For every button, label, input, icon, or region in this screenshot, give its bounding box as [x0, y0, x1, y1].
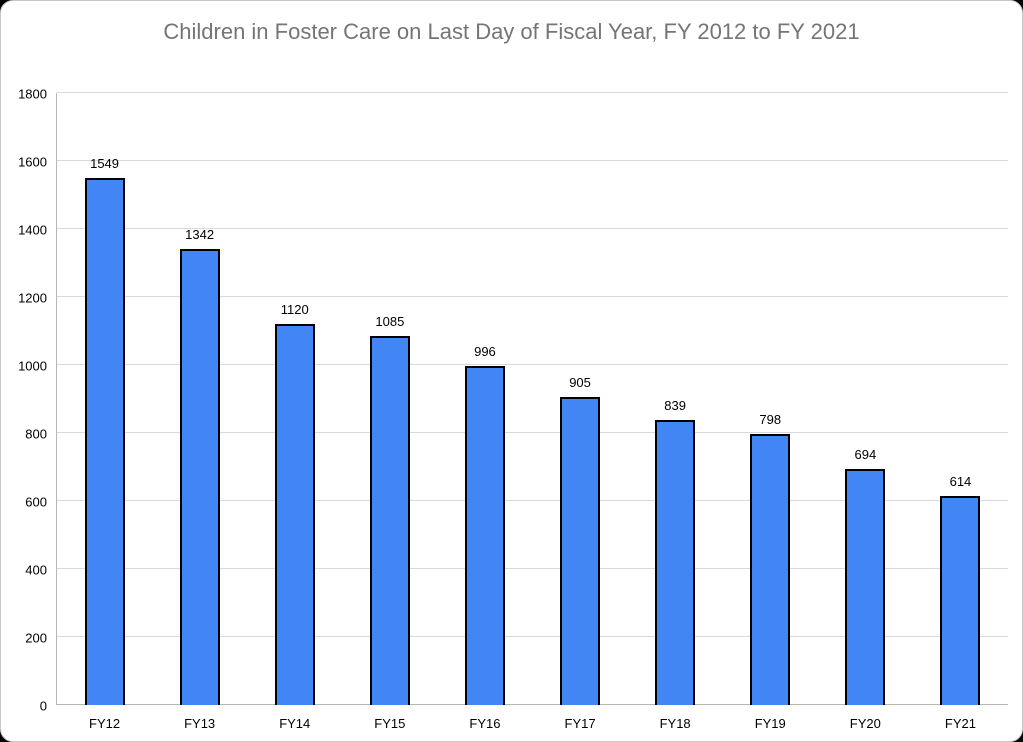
- bar-fy17: [560, 397, 601, 705]
- gridline: [57, 296, 1008, 297]
- bar-group-fy20: 694 FY20: [818, 93, 913, 731]
- bar-fy14: [274, 324, 315, 705]
- bar-fy13: [179, 248, 220, 705]
- bar-group-fy18: 839 FY18: [628, 93, 723, 731]
- gridline: [57, 364, 1008, 365]
- bar-group-fy13: 1342 FY13: [152, 93, 247, 731]
- bar-fy19: [750, 433, 791, 705]
- value-label-fy21: 614: [949, 474, 972, 490]
- x-axis-tick-label-fy17: FY17: [564, 716, 596, 731]
- bar-fy15: [369, 336, 410, 705]
- x-axis-tick-label-fy14: FY14: [279, 716, 311, 731]
- value-label-fy13: 1342: [185, 226, 215, 242]
- y-axis-tick-label: 1000: [18, 358, 47, 373]
- bar-fy12: [84, 178, 125, 705]
- bar-fy18: [655, 419, 696, 705]
- x-axis-tick-label-fy12: FY12: [89, 716, 121, 731]
- value-label-fy19: 798: [759, 411, 782, 427]
- y-axis-tick-label: 1400: [18, 222, 47, 237]
- value-label-fy18: 839: [664, 397, 686, 413]
- x-axis-line: [57, 704, 1008, 705]
- gridline: [57, 160, 1008, 162]
- bar-group-fy14: 1120 FY14: [247, 93, 342, 731]
- y-axis-tick-label: 200: [25, 630, 47, 646]
- value-label-fy14: 1120: [280, 302, 309, 318]
- bar-group-fy16: 996 FY16: [437, 93, 532, 731]
- x-axis-tick-label-fy16: FY16: [469, 716, 501, 731]
- value-label-fy16: 996: [474, 344, 496, 360]
- bar-group-fy19: 798 FY19: [723, 93, 818, 731]
- x-axis-tick-label-fy21: FY21: [944, 716, 976, 731]
- bar-fy21: [940, 496, 981, 705]
- gridline: [57, 568, 1008, 570]
- x-axis-tick-label-fy18: FY18: [659, 716, 691, 731]
- y-axis-tick-label: 800: [25, 426, 47, 442]
- bar-group-fy21: 614 FY21: [913, 93, 1008, 731]
- y-axis-tick-label: 600: [25, 494, 47, 510]
- value-label-fy15: 1085: [375, 314, 405, 330]
- bar-group-fy15: 1085 FY15: [342, 93, 437, 731]
- x-axis-tick-label-fy13: FY13: [184, 716, 216, 731]
- y-axis-tick-label: 1600: [18, 154, 47, 170]
- x-axis-tick-label-fy19: FY19: [754, 716, 786, 731]
- x-axis-tick-label-fy20: FY20: [849, 716, 881, 731]
- gridline: [57, 228, 1008, 229]
- gridline: [57, 432, 1008, 434]
- bar-group-fy12: 1549 FY12: [57, 93, 152, 731]
- y-axis-tick-label: 1200: [18, 290, 47, 306]
- bar-group-fy17: 905 FY17: [533, 93, 628, 731]
- value-label-fy17: 905: [569, 375, 591, 391]
- gridline: [57, 92, 1008, 93]
- y-axis-tick-label: 1800: [18, 86, 47, 101]
- x-axis-tick-label-fy15: FY15: [374, 716, 406, 731]
- plot-area: 0 200 400 600 800 1000 1200 1400 1600 1800 1549 FY1…: [18, 87, 1008, 731]
- value-label-fy20: 694: [854, 447, 877, 463]
- gridline: [57, 636, 1008, 638]
- chart-title: Children in Foster Care on Last Day of F…: [163, 19, 860, 44]
- value-label-fy12: 1549: [90, 156, 120, 172]
- bar-fy16: [464, 366, 505, 705]
- gridline: [57, 500, 1008, 501]
- y-axis-tick-label: 400: [25, 562, 47, 578]
- bar-fy20: [845, 469, 886, 705]
- y-axis-tick-label: 0: [39, 698, 47, 713]
